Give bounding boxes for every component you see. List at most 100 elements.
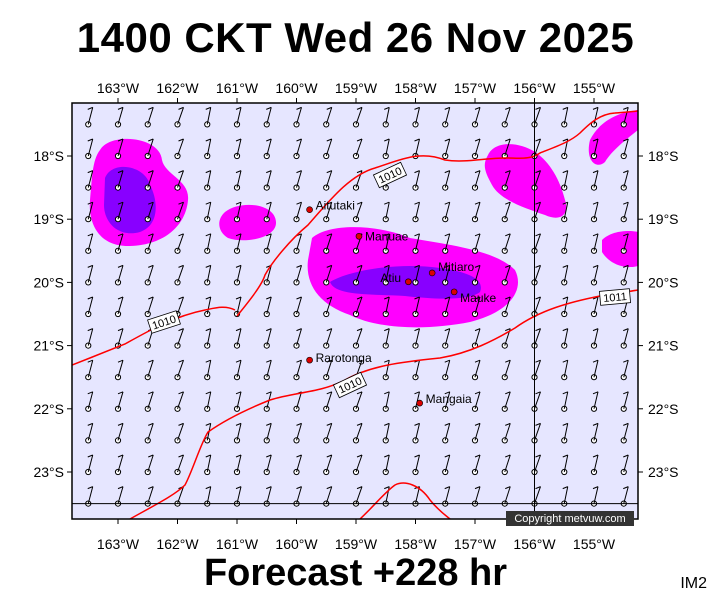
wind-barb — [204, 454, 212, 476]
wind-barb — [561, 106, 569, 128]
lon-tick-top: 163°W — [97, 80, 140, 96]
wind-barb — [382, 138, 390, 160]
wind-barb — [442, 201, 451, 223]
wind-barb — [233, 391, 242, 412]
image-code: IM2 — [680, 575, 707, 592]
wind-barb — [174, 201, 184, 223]
wind-barb — [85, 454, 94, 476]
wind-barb — [590, 106, 599, 128]
wind-barb — [561, 201, 569, 223]
wind-barb — [501, 391, 511, 412]
wind-barb — [144, 233, 154, 254]
wind-barb — [620, 138, 629, 160]
wind-barb — [293, 201, 302, 223]
wind-barb — [323, 486, 333, 507]
lon-tick-top: 155°W — [573, 80, 616, 96]
wind-barb — [233, 170, 242, 191]
wind-barb — [233, 359, 242, 381]
lon-tick-bottom: 160°W — [275, 536, 318, 552]
wind-barb — [412, 359, 420, 381]
lon-tick-bottom: 158°W — [394, 536, 437, 552]
wind-barb — [204, 106, 212, 128]
lat-tick-left: 18°S — [33, 148, 64, 164]
wind-barb — [561, 233, 569, 254]
wind-barb — [590, 138, 599, 160]
lon-tick-bottom: 161°W — [216, 536, 259, 552]
wind-barb — [323, 264, 333, 286]
lon-tick-bottom: 159°W — [335, 536, 378, 552]
wind-barb — [501, 106, 511, 128]
lat-tick-right: 22°S — [648, 401, 679, 417]
axis-ticks-layer: 163°W 163°W 162°W 162°W 161°W 161°W 160°W 160°W… — [33, 80, 678, 552]
lon-tick-bottom: 155°W — [573, 536, 616, 552]
lat-tick-left: 22°S — [33, 401, 64, 417]
wind-barb — [114, 391, 124, 412]
lon-tick-top: 162°W — [156, 80, 199, 96]
wind-barb — [352, 106, 363, 128]
wind-barb — [114, 201, 124, 223]
wind-barb — [412, 264, 420, 286]
place-label: Mauke — [460, 291, 496, 305]
place-marker: Mangaia — [416, 392, 472, 407]
wind-barb — [471, 233, 481, 254]
wind-barb — [412, 454, 420, 476]
wind-barb — [561, 170, 569, 191]
wind-barb — [263, 359, 272, 381]
wind-barb — [114, 233, 124, 254]
wind-barb — [144, 454, 154, 476]
wind-barb — [85, 170, 94, 191]
wind-barb — [590, 264, 599, 286]
wind-barb — [263, 422, 272, 444]
wind-barb — [204, 264, 212, 286]
lon-tick-bottom: 156°W — [513, 536, 556, 552]
wind-barb — [620, 264, 629, 286]
wind-barb — [471, 170, 481, 191]
wind-barb — [442, 328, 451, 349]
wind-barb — [561, 391, 569, 412]
wind-barb — [263, 138, 272, 160]
wind-barb — [352, 328, 363, 349]
wind-barb — [263, 454, 272, 476]
wind-barb — [263, 170, 272, 191]
place-marker: Atiu — [380, 271, 412, 286]
wind-barb — [590, 422, 599, 444]
wind-barb — [620, 170, 629, 191]
wind-barb — [144, 391, 154, 412]
wind-barb — [471, 201, 481, 223]
rain-area — [484, 144, 567, 218]
wind-barb — [590, 328, 599, 349]
wind-barb — [382, 328, 390, 349]
forecast-label: Forecast +228 hr — [203, 552, 508, 594]
wind-barb — [501, 296, 511, 318]
wind-barb — [263, 201, 272, 223]
lon-tick-top: 158°W — [394, 80, 437, 96]
wind-barb — [114, 486, 124, 507]
wind-barb — [144, 359, 154, 381]
svg-text:1011: 1011 — [603, 291, 628, 305]
wind-barb — [204, 138, 212, 160]
wind-barb — [620, 359, 629, 381]
wind-barb — [174, 106, 184, 128]
wind-barb — [471, 422, 481, 444]
wind-barb — [471, 264, 481, 286]
place-marker: Mitiaro — [428, 260, 474, 277]
place-label: Mangaia — [426, 392, 472, 406]
wind-barb — [323, 328, 333, 349]
wind-barb — [561, 328, 569, 349]
lat-tick-left: 21°S — [33, 338, 64, 354]
wind-barb — [174, 138, 184, 160]
wind-barb — [85, 422, 94, 444]
isobar-line — [359, 482, 451, 519]
wind-barb — [442, 422, 451, 444]
wind-barb — [144, 106, 154, 128]
wind-barb — [144, 138, 154, 160]
wind-barb — [174, 233, 184, 254]
wind-barb — [144, 170, 154, 191]
wind-barb — [382, 106, 390, 128]
copyright-box — [506, 511, 634, 526]
wind-barb — [114, 422, 124, 444]
wind-barb — [620, 454, 629, 476]
wind-barb — [293, 138, 302, 160]
wind-barb — [233, 264, 242, 286]
